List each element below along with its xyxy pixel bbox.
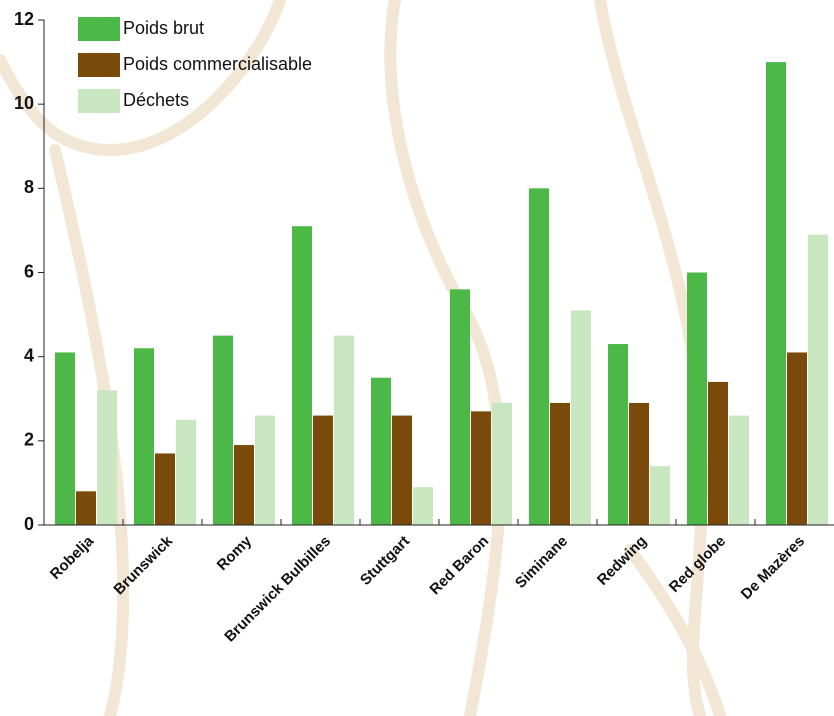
bar [97,390,117,525]
bar [687,272,707,525]
x-tick-label: Stuttgart [357,533,413,589]
bar [334,335,354,525]
bar [234,445,254,525]
y-tick-label: 4 [24,345,34,365]
y-tick-label: 8 [24,177,34,197]
bar [176,419,196,525]
bar [392,415,412,525]
legend-swatch [78,53,120,77]
bar [708,381,728,525]
legend-swatch [78,89,120,113]
y-tick-label: 10 [14,93,34,113]
bar [808,234,828,525]
bar [766,62,786,525]
bar [155,453,175,525]
legend-label: Poids brut [123,18,204,38]
y-tick-label: 12 [14,9,34,29]
bar [134,348,154,525]
bar [550,402,570,525]
bar [292,226,312,526]
legend-label: Déchets [123,90,189,110]
bar [492,402,512,525]
y-tick-label: 0 [24,514,34,534]
x-tick-label: De Mazères [738,533,808,603]
bar [471,411,491,525]
x-tick-label: Red Baron [426,533,492,599]
bar [371,377,391,525]
bar [787,352,807,525]
x-tick-label: Romy [214,532,256,574]
bar [571,310,591,525]
legend-swatch [78,17,120,41]
bar [729,415,749,525]
bar [55,352,75,525]
x-tick-label: Siminane [512,533,571,592]
bar [76,491,96,525]
bar [313,415,333,525]
legend-label: Poids commercialisable [123,54,312,74]
y-tick-label: 6 [24,261,34,281]
bar [450,289,470,525]
bar [529,188,549,526]
bar [213,335,233,525]
bar [650,466,670,525]
bar [608,344,628,525]
bar [255,415,275,525]
y-tick-label: 2 [24,430,34,450]
bar [629,402,649,525]
x-tick-label: Robelja [47,532,98,583]
bar [413,487,433,525]
